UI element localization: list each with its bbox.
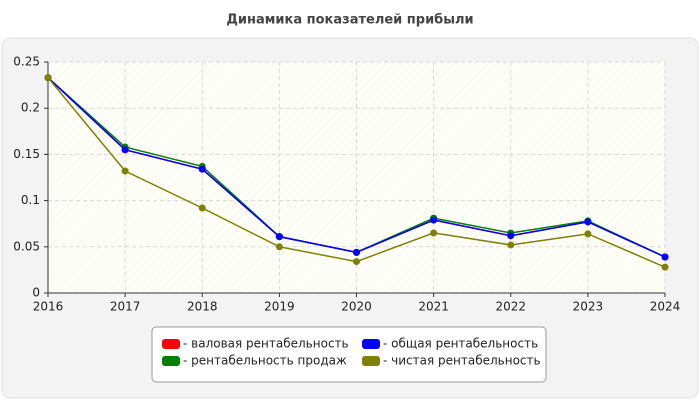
legend-label: - валовая рентабельность [183, 337, 349, 351]
y-tick-label: 0.1 [21, 193, 40, 207]
x-tick-label: 2024 [650, 300, 681, 314]
data-point [121, 146, 129, 154]
legend [151, 326, 547, 383]
y-tick-label: 0.05 [13, 239, 40, 253]
data-point [507, 241, 515, 249]
data-point [430, 229, 438, 237]
x-tick-label: 2021 [418, 300, 449, 314]
data-point [121, 167, 129, 175]
x-tick-label: 2018 [187, 300, 218, 314]
legend-label: - чистая рентабельность [383, 354, 541, 368]
data-point [353, 248, 360, 256]
data-point [507, 232, 515, 240]
data-point [198, 204, 206, 212]
chart-title: Динамика показателей прибыли [226, 13, 473, 28]
y-tick-label: 0.15 [13, 147, 40, 161]
x-tick-label: 2023 [573, 300, 604, 314]
data-point [661, 263, 669, 271]
legend-swatch [362, 339, 380, 349]
data-point [584, 230, 592, 238]
data-point [430, 216, 438, 224]
legend-swatch [162, 339, 180, 349]
x-tick-label: 2019 [264, 300, 295, 314]
x-tick-label: 2020 [341, 300, 372, 314]
data-point [275, 233, 283, 241]
y-tick-label: 0 [32, 286, 40, 300]
data-point [275, 243, 283, 251]
data-point [661, 253, 669, 261]
x-tick-label: 2017 [110, 300, 141, 314]
x-tick-label: 2022 [495, 300, 526, 314]
legend-label: - рентабельность продаж [183, 354, 347, 368]
y-tick-label: 0.2 [21, 101, 40, 115]
x-tick-label: 2016 [33, 300, 64, 314]
data-point [44, 74, 52, 82]
y-tick-label: 0.25 [13, 55, 40, 69]
legend-swatch [362, 356, 380, 366]
data-point [198, 165, 206, 173]
data-point [584, 218, 592, 226]
legend-label: - общая рентабельность [383, 337, 538, 351]
data-point [353, 258, 360, 266]
legend-swatch [162, 356, 180, 366]
